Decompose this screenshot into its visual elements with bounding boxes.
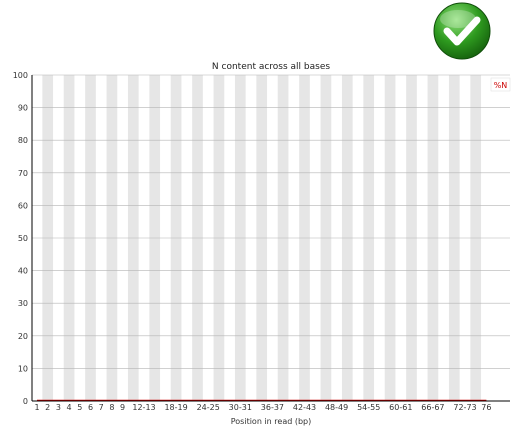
y-tick-label: 80 (18, 136, 28, 145)
x-tick-label: 42-43 (293, 403, 316, 412)
y-tick-label: 30 (18, 299, 28, 308)
y-axis-ticks: 0 10 20 30 40 50 60 70 80 90 100 (13, 71, 28, 406)
y-tick-label: 40 (18, 267, 28, 276)
x-tick-label: 30-31 (229, 403, 252, 412)
y-tick-label: 90 (18, 104, 28, 113)
x-tick-label: 60-61 (389, 403, 412, 412)
x-tick-label: 9 (120, 403, 125, 412)
y-tick-label: 60 (18, 201, 28, 210)
x-tick-label: 72-73 (453, 403, 476, 412)
x-tick-label: 8 (109, 403, 114, 412)
x-tick-label: 7 (99, 403, 104, 412)
check-circle-icon (433, 2, 491, 60)
x-tick-label: 66-67 (421, 403, 444, 412)
x-tick-label: 18-19 (164, 403, 187, 412)
y-tick-label: 50 (18, 234, 28, 243)
x-tick-label: 54-55 (357, 403, 380, 412)
x-axis-label: Position in read (bp) (231, 417, 311, 426)
y-tick-label: 70 (18, 169, 28, 178)
chart-title: N content across all bases (212, 62, 330, 72)
y-tick-label: 10 (18, 364, 28, 373)
x-tick-label: 76 (481, 403, 491, 412)
gridlines (32, 74, 510, 402)
legend-label-n: %N (494, 81, 508, 90)
x-tick-label: 24-25 (197, 403, 220, 412)
x-tick-label: 36-37 (261, 403, 284, 412)
y-tick-label: 100 (13, 71, 28, 80)
x-tick-label: 4 (67, 403, 72, 412)
x-tick-label: 1 (34, 403, 39, 412)
x-tick-label: 5 (77, 403, 82, 412)
x-tick-label: 48-49 (325, 403, 348, 412)
x-tick-label: 2 (45, 403, 50, 412)
x-tick-label: 12-13 (132, 403, 155, 412)
x-tick-label: 6 (88, 403, 93, 412)
y-tick-label: 0 (23, 397, 28, 406)
y-tick-label: 20 (18, 332, 28, 341)
x-tick-label: 3 (56, 403, 61, 412)
x-axis-ticks: 1 2 3 4 5 6 7 8 9 12-13 18-19 24-25 30-31 36-37 42-43 4… (34, 403, 491, 412)
legend: %N (490, 77, 511, 92)
